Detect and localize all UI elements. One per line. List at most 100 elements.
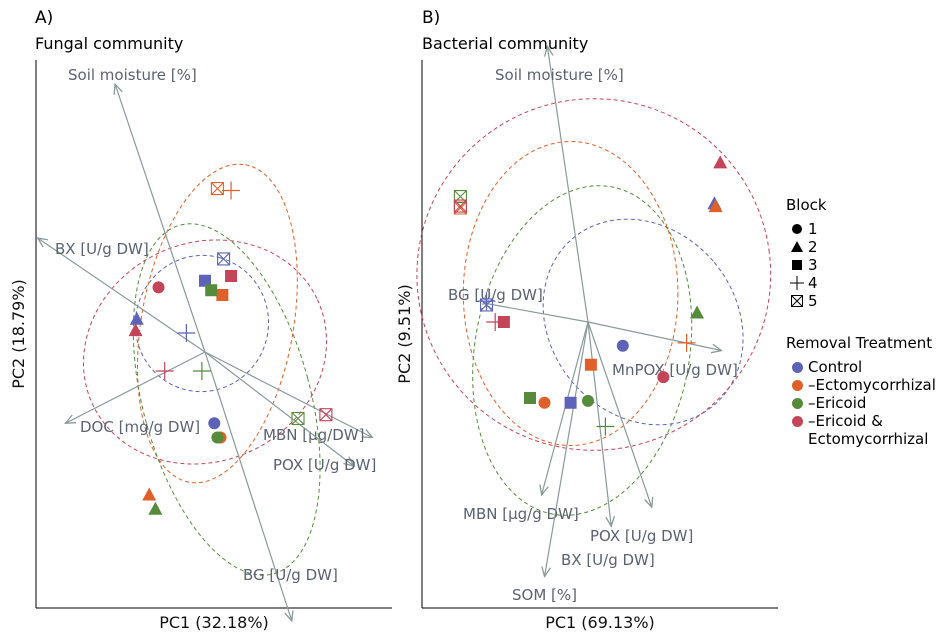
legend-treatment-both: –Ericoid &	[786, 412, 936, 430]
data-point	[486, 313, 505, 331]
data-point	[319, 408, 333, 422]
legend-treatment-title: Removal Treatment	[786, 334, 933, 352]
panel-a-letter: A)	[35, 8, 54, 28]
data-point	[192, 362, 211, 380]
triangle-icon	[791, 241, 803, 252]
data-point	[596, 417, 615, 436]
data-point	[217, 252, 231, 266]
swatch-icon	[791, 361, 803, 373]
legend-treatment-label: –Ectomycorrhizal	[808, 376, 936, 394]
data-point	[584, 358, 597, 371]
legend-treatment-ericoid: –Ericoid	[786, 394, 936, 412]
data-point	[128, 323, 143, 337]
data-point	[713, 155, 728, 169]
loading-label: SOM [%]	[512, 586, 577, 604]
data-point	[208, 417, 221, 430]
data-point	[708, 199, 723, 213]
loading-label: BX [U/g DW]	[55, 240, 149, 258]
data-point	[210, 182, 224, 196]
panel-a-plot: PC1 (32.18%) PC2 (18.79%) Soil moisture [%…	[9, 60, 392, 632]
loading-arrow	[66, 351, 206, 423]
data-point	[582, 394, 594, 407]
swatch-icon	[791, 379, 803, 391]
data-point	[538, 396, 551, 409]
x-axis-title: PC1 (69.13%)	[545, 613, 655, 632]
confidence-ellipse	[462, 141, 679, 446]
data-point	[155, 362, 174, 380]
loading-arrow	[38, 238, 206, 353]
confidence-ellipse	[134, 254, 270, 393]
legend-treatment-control: Control	[786, 358, 936, 376]
data-point	[129, 311, 144, 325]
panel-b-letter: B)	[422, 8, 441, 28]
confidence-ellipse	[83, 239, 327, 465]
confidence-ellipse	[136, 163, 298, 484]
data-point	[222, 181, 241, 200]
loading-label: MnPOX [U/g DW]	[612, 361, 738, 379]
loading-arrow	[204, 351, 292, 621]
data-point	[657, 371, 670, 384]
boxcross-icon	[791, 295, 803, 307]
data-point	[148, 501, 163, 515]
legend-block-3: 3	[786, 256, 936, 274]
data-point	[453, 190, 467, 204]
data-point	[677, 333, 696, 352]
plus-icon	[790, 276, 804, 290]
confidence-ellipse	[542, 218, 744, 426]
data-point	[216, 289, 229, 301]
panel-a-subtitle: Fungal community	[35, 34, 184, 53]
loading-label: BX [U/g DW]	[561, 551, 655, 569]
legend-treatment-label: –Ericoid	[808, 394, 867, 412]
legend-block-title: Block	[786, 196, 827, 214]
loading-label: BG [U/g DW]	[448, 286, 543, 304]
loading-label: MBN [μg/g DW]	[463, 505, 579, 523]
data-point	[616, 339, 629, 352]
legend-block-label: 4	[808, 274, 818, 292]
legend-treatment-label: Control	[808, 358, 863, 376]
loading-arrow	[547, 47, 589, 323]
data-point	[205, 284, 218, 297]
loading-label: BG [U/g DW]	[243, 566, 338, 584]
data-point	[690, 305, 705, 319]
legend-block-2: 2	[786, 238, 936, 256]
loading-label: Soil moisture [%]	[68, 66, 197, 84]
y-axis-title: PC2 (18.79%)	[9, 279, 28, 389]
data-point	[291, 411, 305, 426]
loading-arrow	[587, 321, 721, 351]
data-point	[199, 274, 211, 287]
loading-arrow	[484, 303, 589, 323]
loading-arrow	[545, 321, 589, 577]
confidence-ellipse	[132, 223, 321, 576]
legend-block-label: 1	[808, 220, 818, 238]
loading-arrow	[204, 351, 372, 438]
legend-treatment-label: –Ericoid &	[808, 412, 883, 430]
legend-block-5: 5	[786, 292, 936, 310]
legend-block-4: 4	[786, 274, 936, 292]
swatch-icon	[791, 397, 803, 409]
confidence-ellipse	[472, 185, 693, 516]
loading-arrow	[587, 321, 611, 526]
y-axis-title: PC2 (9.51%)	[395, 284, 414, 383]
legend-block-label: 5	[808, 292, 818, 310]
data-point	[142, 487, 157, 501]
legend-treatment-label-2: Ectomycorrhizal	[808, 430, 929, 448]
data-point	[479, 298, 494, 312]
data-point	[564, 396, 577, 409]
data-point	[211, 431, 224, 444]
legend-block-label: 2	[808, 238, 818, 256]
confidence-ellipse	[416, 98, 772, 451]
legend-block-1: 1	[786, 220, 936, 238]
loading-arrow	[204, 351, 354, 466]
loading-label: Soil moisture [%]	[495, 66, 624, 84]
loading-label: DOC [mg/g DW]	[80, 418, 200, 436]
data-point	[524, 392, 536, 404]
data-point	[177, 324, 196, 342]
panel-b-plot: PC1 (69.13%) PC2 (9.51%) Soil moisture [%]…	[395, 47, 778, 632]
loading-arrow	[587, 321, 652, 507]
x-axis-title: PC1 (32.18%)	[159, 613, 269, 632]
swatch-icon	[791, 415, 803, 427]
legend: Block 1 2 3 4 5 Removal Treatment Contro…	[786, 196, 936, 448]
loading-label: POX [U/g DW]	[273, 456, 376, 474]
legend-block-label: 3	[808, 256, 818, 274]
